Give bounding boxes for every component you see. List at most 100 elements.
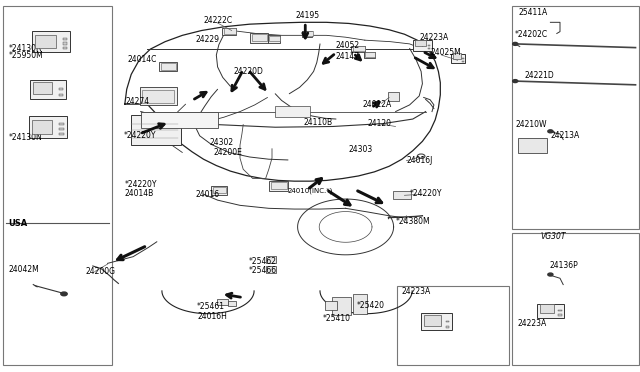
- Bar: [59, 132, 63, 135]
- Bar: [59, 123, 63, 125]
- Text: *25461: *25461: [197, 302, 225, 311]
- Bar: [428, 45, 431, 46]
- Bar: [559, 314, 562, 315]
- Text: 24220D: 24220D: [234, 67, 264, 76]
- Bar: [159, 62, 177, 71]
- Bar: [161, 63, 176, 70]
- Bar: [462, 58, 463, 59]
- Bar: [397, 286, 509, 365]
- Bar: [365, 52, 375, 57]
- Bar: [351, 46, 365, 52]
- Bar: [332, 297, 351, 315]
- Text: 24229: 24229: [195, 35, 219, 44]
- Bar: [512, 232, 639, 365]
- Bar: [32, 31, 70, 52]
- Bar: [415, 40, 426, 46]
- Text: 24012A: 24012A: [363, 100, 392, 109]
- Circle shape: [548, 130, 553, 133]
- Bar: [31, 80, 65, 99]
- Bar: [63, 47, 67, 49]
- Bar: [451, 54, 465, 63]
- Bar: [141, 112, 218, 128]
- Bar: [302, 31, 312, 37]
- Text: 24147: 24147: [335, 52, 360, 61]
- Bar: [250, 33, 268, 43]
- Bar: [364, 52, 375, 58]
- Bar: [424, 315, 440, 326]
- Bar: [211, 186, 227, 195]
- Bar: [268, 35, 280, 43]
- Bar: [393, 191, 411, 199]
- Bar: [445, 321, 449, 322]
- Bar: [512, 6, 639, 229]
- Text: 24052: 24052: [335, 41, 360, 50]
- Text: *25410: *25410: [323, 314, 351, 323]
- Bar: [59, 88, 63, 90]
- Circle shape: [548, 273, 553, 276]
- Text: 24016H: 24016H: [197, 312, 227, 321]
- Bar: [325, 301, 337, 310]
- Text: 24303: 24303: [349, 145, 373, 154]
- Bar: [142, 90, 173, 103]
- Bar: [559, 310, 562, 311]
- Bar: [269, 36, 280, 41]
- Text: *24380M: *24380M: [396, 217, 430, 226]
- Text: 24210W: 24210W: [515, 120, 547, 129]
- Bar: [421, 313, 452, 330]
- Circle shape: [513, 80, 518, 83]
- Bar: [271, 182, 287, 189]
- Text: 24136P: 24136P: [549, 261, 578, 270]
- Bar: [212, 187, 227, 193]
- Text: 24221D: 24221D: [525, 71, 554, 80]
- Text: 24195: 24195: [296, 11, 320, 20]
- Text: 24010(INC.*): 24010(INC.*): [288, 187, 333, 194]
- Bar: [266, 256, 276, 263]
- Text: *24220Y: *24220Y: [125, 180, 157, 189]
- Text: *25462: *25462: [248, 257, 276, 266]
- Bar: [63, 38, 67, 40]
- Bar: [228, 301, 236, 306]
- Text: 24200E: 24200E: [214, 148, 243, 157]
- Text: 24120: 24120: [368, 119, 392, 128]
- Bar: [59, 94, 63, 96]
- Text: *25420: *25420: [357, 301, 385, 310]
- Text: *24220Y: *24220Y: [410, 189, 442, 198]
- Text: *24202C: *24202C: [515, 30, 548, 39]
- Bar: [59, 128, 63, 130]
- Bar: [353, 46, 365, 51]
- Text: 24223A: 24223A: [402, 287, 431, 296]
- Bar: [140, 87, 177, 105]
- Circle shape: [513, 42, 518, 45]
- Text: 24213A: 24213A: [550, 131, 580, 140]
- Bar: [222, 28, 236, 35]
- Text: 24223A: 24223A: [517, 318, 547, 327]
- Text: 24274: 24274: [125, 97, 150, 106]
- Bar: [217, 299, 228, 305]
- Bar: [413, 40, 432, 51]
- Text: *24130N: *24130N: [8, 132, 42, 141]
- Bar: [304, 31, 313, 36]
- Text: 24200G: 24200G: [85, 267, 115, 276]
- Bar: [518, 138, 547, 153]
- Bar: [537, 304, 564, 318]
- Text: 24014C: 24014C: [128, 55, 157, 64]
- Bar: [266, 266, 276, 273]
- Bar: [275, 106, 310, 117]
- Bar: [462, 61, 463, 62]
- Text: 24302: 24302: [210, 138, 234, 147]
- Bar: [35, 35, 56, 48]
- Bar: [453, 53, 461, 59]
- Circle shape: [61, 292, 67, 296]
- Bar: [445, 326, 449, 328]
- Bar: [33, 83, 52, 94]
- Text: *24130R: *24130R: [8, 44, 42, 53]
- Bar: [224, 28, 236, 34]
- Bar: [428, 48, 431, 49]
- Text: 25411A: 25411A: [518, 8, 548, 17]
- Text: 24223A: 24223A: [419, 33, 449, 42]
- Bar: [540, 304, 554, 313]
- Text: 24025M: 24025M: [431, 48, 461, 57]
- Bar: [353, 294, 367, 314]
- Bar: [131, 115, 181, 145]
- Bar: [63, 42, 67, 45]
